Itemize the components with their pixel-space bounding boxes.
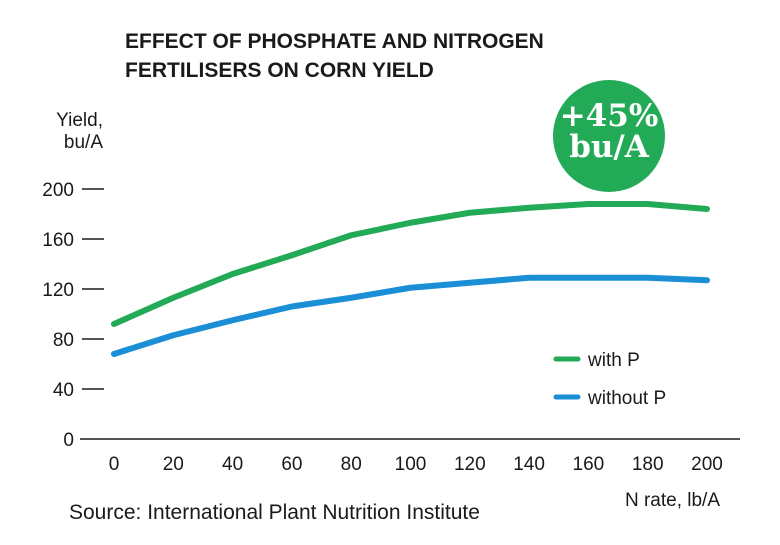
- y-tick-label: 160: [42, 230, 74, 251]
- y-tick-label: 40: [53, 380, 74, 401]
- y-tick-label: 0: [63, 430, 74, 451]
- x-tick-label: 140: [513, 454, 545, 475]
- increase-badge: +45% bu/A: [553, 80, 665, 192]
- x-tick-label: 20: [163, 454, 184, 475]
- y-axis-label-line-2: bu/A: [64, 132, 103, 153]
- x-tick-label: 40: [222, 454, 243, 475]
- series-lines: [111, 201, 710, 357]
- x-axis: 0 20 40 60 80 100 120 140 160 180 200: [109, 454, 723, 475]
- badge-percent: +45%: [560, 98, 659, 134]
- badge-unit: bu/A: [569, 129, 650, 165]
- series-line-with-p: [111, 201, 710, 327]
- legend-label: without P: [587, 388, 666, 409]
- x-tick-label: 200: [691, 454, 723, 475]
- x-tick-label: 180: [632, 454, 664, 475]
- chart-title-line-2: FERTILISERS ON CORN YIELD: [125, 59, 434, 82]
- y-axis-label: Yield, bu/A: [56, 110, 103, 153]
- y-axis-label-line-1: Yield,: [56, 110, 103, 131]
- x-tick-label: 80: [341, 454, 362, 475]
- x-tick-label: 160: [573, 454, 605, 475]
- badge-circle: [553, 80, 665, 192]
- series-line-without-p: [111, 274, 710, 357]
- legend: with P without P: [553, 350, 666, 409]
- y-tick-label: 120: [42, 280, 74, 301]
- x-tick-label: 100: [395, 454, 427, 475]
- chart-title-line-1: EFFECT OF PHOSPHATE AND NITROGEN: [125, 30, 544, 53]
- x-tick-label: 0: [109, 454, 120, 475]
- x-axis-label: N rate, lb/A: [625, 490, 720, 511]
- source-note: Source: International Plant Nutrition In…: [69, 501, 480, 524]
- x-tick-label: 120: [454, 454, 486, 475]
- chart-title: EFFECT OF PHOSPHATE AND NITROGEN FERTILI…: [125, 30, 544, 82]
- legend-label: with P: [587, 350, 640, 371]
- y-tick-label: 200: [42, 180, 74, 201]
- y-axis: 0 40 80 120 160 200: [42, 180, 104, 451]
- y-tick-label: 80: [53, 330, 74, 351]
- x-tick-label: 60: [281, 454, 302, 475]
